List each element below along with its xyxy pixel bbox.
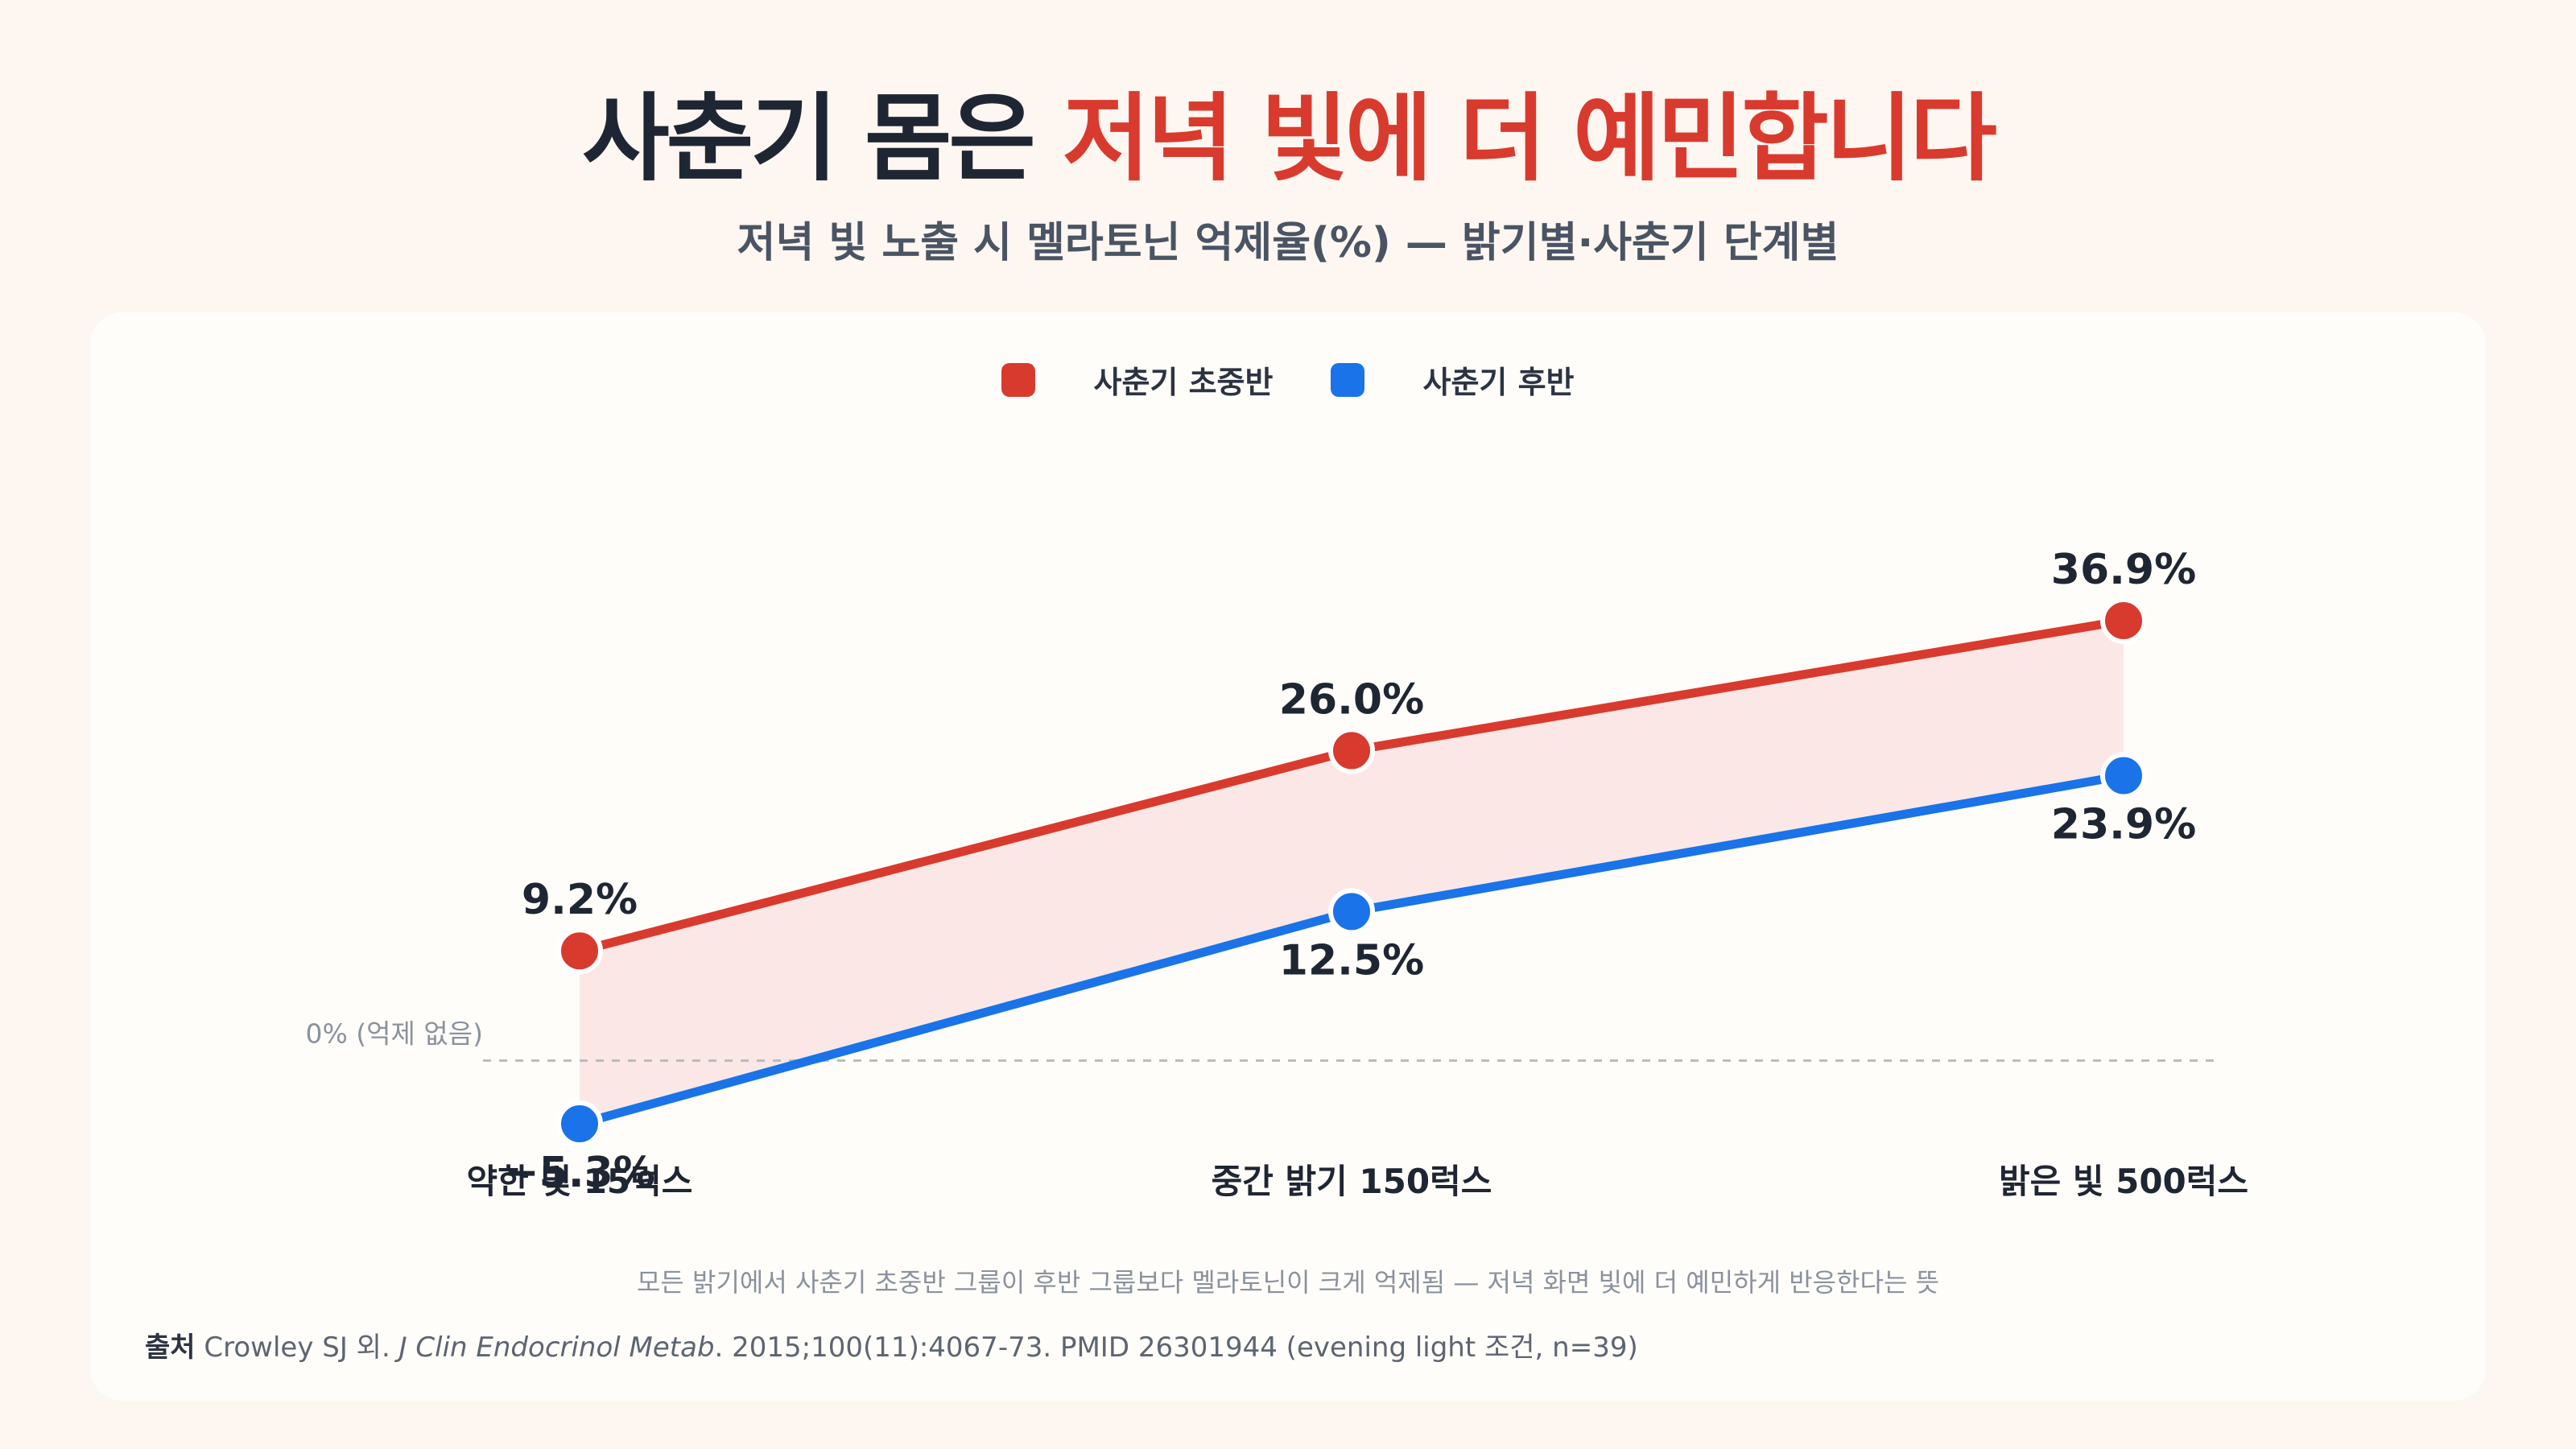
legend-swatch-late (1331, 362, 1365, 397)
source-label: 출처 (145, 1331, 196, 1364)
zero-line-label: 0% (억제 없음) (305, 1018, 483, 1050)
source-authors: Crowley SJ 외. (204, 1331, 390, 1364)
legend-item-late: 사춘기 후반 (1331, 357, 1575, 402)
data-label-early-1: 26.0% (1279, 675, 1424, 724)
data-label-late-1: 12.5% (1279, 936, 1424, 985)
title-part-1: 사춘기 몸은 (582, 83, 1063, 194)
data-label-early-0: 9.2% (522, 876, 638, 924)
x-tick-label-0: 약한 빛 15럭스 (467, 1162, 693, 1201)
legend-label-late: 사춘기 후반 (1422, 365, 1575, 400)
gap-band (580, 621, 2124, 1124)
x-tick-label-2: 밝은 빛 500럭스 (1999, 1162, 2248, 1201)
data-point-late-1 (1328, 888, 1375, 935)
data-label-late-0: −5.3% (504, 1149, 655, 1197)
chart-footnote: 모든 밝기에서 사춘기 초중반 그룹이 후반 그룹보다 멜라토닌이 크게 억제됨… (636, 1267, 1940, 1298)
source-citation: 출처 Crowley SJ 외. J Clin Endocrinol Metab… (145, 1325, 1638, 1364)
page-title: 사춘기 몸은 저녁 빛에 더 예민합니다 (0, 74, 2576, 203)
legend-swatch-early (1001, 362, 1036, 397)
source-details: . 2015;100(11):4067-73. PMID 26301944 (e… (714, 1331, 1638, 1364)
title-part-2: 저녁 빛에 더 예민합니다 (1063, 83, 1997, 194)
data-point-early-2 (2100, 597, 2147, 644)
data-point-early-0 (556, 927, 603, 975)
data-point-late-0 (556, 1100, 603, 1147)
chart-subtitle: 저녁 빛 노출 시 멜라토닌 억제율(%) — 밝기별·사춘기 단계별 (737, 219, 1839, 267)
chart-legend: 사춘기 초중반 사춘기 후반 (90, 357, 2486, 402)
data-label-late-2: 23.9% (2051, 801, 2196, 849)
chart-card: 사춘기 초중반 사춘기 후반 0% (억제 없음) 9.2% 26.0% 36.9% −… (90, 312, 2486, 1401)
data-point-early-1 (1328, 727, 1375, 774)
legend-item-early: 사춘기 초중반 (1001, 357, 1273, 402)
legend-label-early: 사춘기 초중반 (1093, 365, 1274, 400)
source-journal: J Clin Endocrinol Metab (398, 1331, 715, 1364)
data-point-late-2 (2100, 752, 2147, 799)
data-label-early-2: 36.9% (2051, 546, 2196, 594)
line-chart: 0% (억제 없음) 9.2% 26.0% 36.9% −5.3% 12.5% 23.9% 약… (305, 546, 2248, 1201)
x-tick-label-1: 중간 밝기 150럭스 (1212, 1162, 1492, 1201)
